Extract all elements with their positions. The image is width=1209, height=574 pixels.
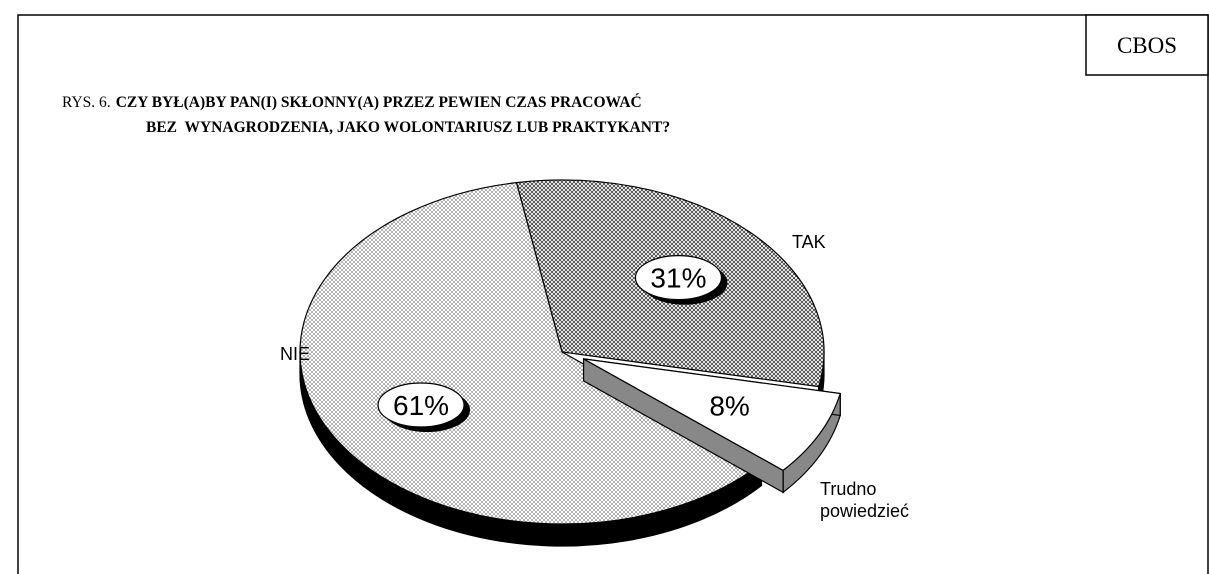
category-label: TAK (792, 232, 826, 252)
value-label: 61% (393, 390, 449, 421)
label-bubble (377, 382, 465, 428)
title-line: BEZ WYNAGRODZENIA, JAKO WOLONTARIUSZ LUB… (146, 119, 670, 136)
slice (299, 181, 763, 525)
label-bubble (634, 255, 723, 301)
category-label: Trudno powiedzieć (820, 479, 910, 521)
frame (17, 14, 1209, 574)
source-box (1085, 14, 1209, 76)
source: CBOS (1117, 33, 1177, 58)
title-line: CZY BYŁ(A)BY PAN(I) SKŁONNY(A) PRZEZ PEW… (116, 94, 642, 111)
slice (583, 358, 842, 472)
figure-label: RYS. 6. (62, 94, 111, 111)
value-label: 8% (709, 391, 749, 422)
value-label: 31% (650, 263, 706, 294)
chart-title: RYS. 6. CZY BYŁ(A)BY PAN(I) SKŁONNY(A) PR… (62, 94, 642, 111)
category-label: NIE (280, 344, 310, 364)
